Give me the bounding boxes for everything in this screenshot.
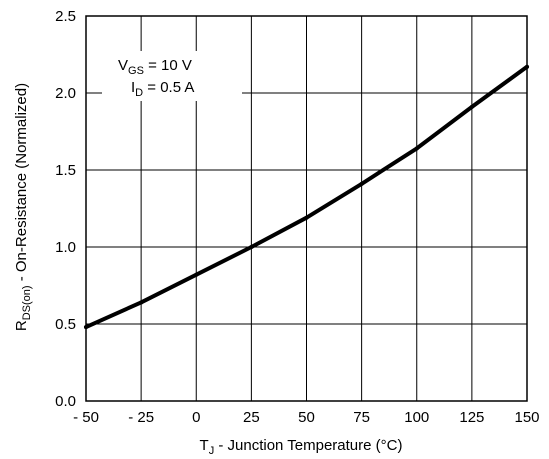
plot-frame: [85, 15, 528, 402]
x-tick-label: 0: [192, 409, 200, 426]
y-axis: 0.0 0.5 1.0 1.5 2.0 2.5: [55, 8, 76, 410]
data-point: [84, 325, 88, 330]
y-tick-label: 2.0: [55, 85, 76, 102]
annotation-box: VGS = 10 V ID = 0.5 A: [102, 51, 242, 101]
x-tick-label: 75: [353, 409, 370, 426]
x-tick-label: 50: [298, 409, 315, 426]
annotation-vgs: VGS = 10 V: [118, 57, 192, 77]
x-tick-label: 150: [514, 409, 539, 426]
y-axis-title: RDS(on) - On-Resistance (Normalized): [13, 83, 33, 331]
x-axis-title: TJ - Junction Temperature (°C): [200, 437, 403, 457]
data-point: [249, 245, 254, 249]
data-points: [84, 64, 529, 330]
data-point: [525, 64, 529, 69]
annotation-id: ID = 0.5 A: [131, 79, 194, 99]
y-tick-label: 0.0: [55, 393, 76, 410]
y-tick-label: 1.5: [55, 162, 76, 179]
data-point: [194, 272, 199, 277]
x-tick-label: 25: [243, 409, 260, 426]
y-tick-label: 0.5: [55, 316, 76, 333]
x-tick-label: - 25: [128, 409, 154, 426]
y-tick-label: 1.0: [55, 239, 76, 256]
data-point: [359, 181, 364, 186]
x-tick-label: - 50: [73, 409, 99, 426]
x-axis: - 50 - 25 0 25 50 75 100 125 150: [73, 409, 539, 426]
y-tick-label: 2.5: [55, 8, 76, 25]
x-tick-label: 125: [459, 409, 484, 426]
data-point: [414, 146, 419, 151]
x-tick-label: 100: [404, 409, 429, 426]
data-point: [304, 215, 309, 220]
annotation-background: [102, 51, 242, 101]
data-point: [139, 300, 144, 305]
data-point: [469, 104, 474, 109]
